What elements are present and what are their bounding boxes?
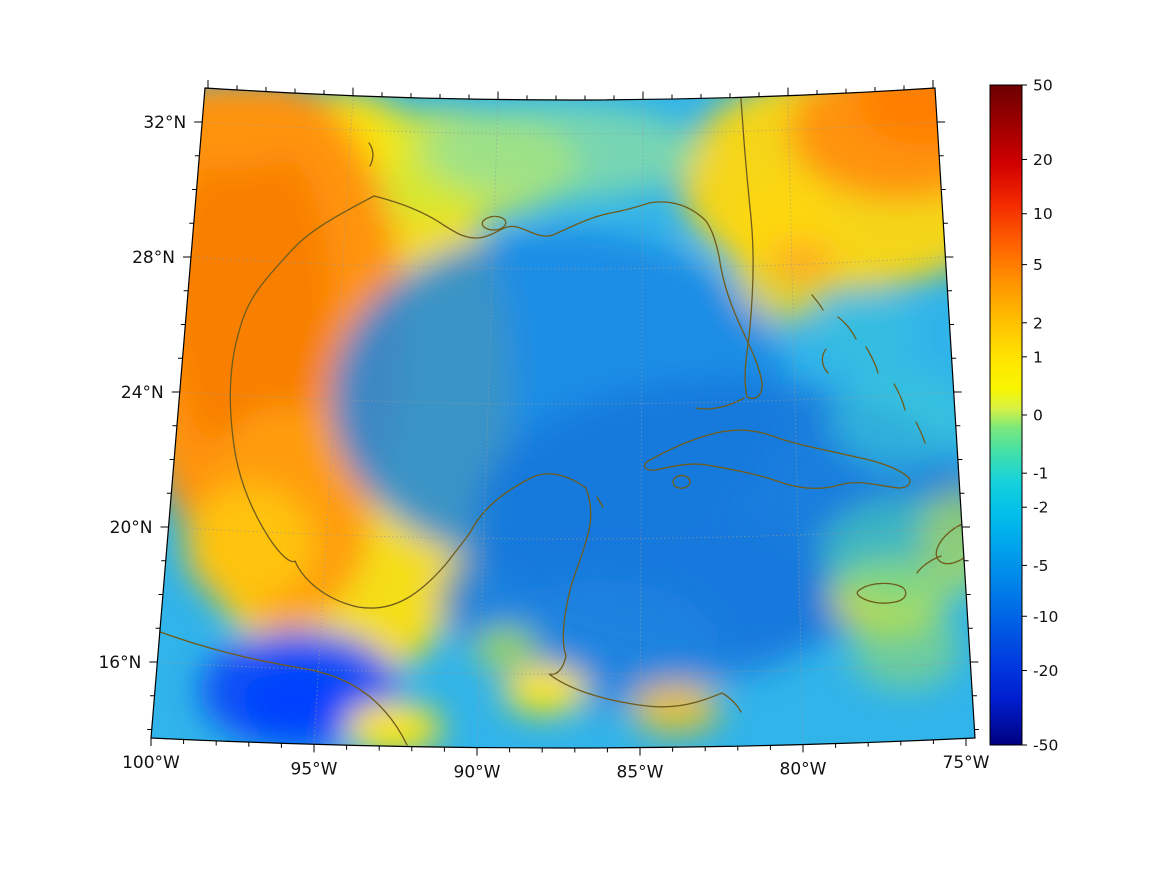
coastline-jamaica — [856, 582, 907, 604]
field-region-south-yellow-2 — [503, 666, 587, 714]
colorbar-tick-label: -50 — [1033, 737, 1058, 755]
field-region-ne-corner — [858, 88, 975, 145]
field-region-bahamas-cyan-2 — [815, 290, 915, 370]
field-region-se-green — [850, 606, 960, 690]
colorbar-tick-label: -2 — [1033, 499, 1048, 517]
field-blobs — [151, 88, 975, 748]
lon-tick-label: 100°W — [122, 753, 180, 773]
colorbar-tick-label: 2 — [1033, 314, 1043, 332]
coastline-cuba — [643, 429, 911, 490]
colorbar-tick-label: 20 — [1033, 151, 1053, 169]
colorbar-tick-label: 1 — [1033, 348, 1043, 366]
field-region-top-center-green — [420, 104, 700, 200]
field-region-bahamas-cyan-1 — [830, 370, 970, 470]
lon-tick-label: 90°W — [454, 763, 501, 783]
lat-tick-label: 28°N — [132, 248, 175, 268]
lat-tick-label: 20°N — [110, 518, 153, 538]
coastline-gulf-north-florida — [373, 88, 763, 399]
field-region-fl-east-orange — [770, 242, 834, 282]
colorbar-tick-label: -5 — [1033, 557, 1048, 575]
coastline-bahamas — [811, 294, 926, 444]
lon-tick-label: 95°W — [291, 759, 338, 779]
colorbar-tick-label: 10 — [1033, 205, 1053, 223]
gridline-longitude — [313, 95, 354, 745]
field-region-west-orange-core — [170, 130, 330, 470]
coastline-florida-keys — [695, 397, 745, 410]
map-boundary — [150, 87, 976, 749]
field-region-mex-coast-yellow — [185, 485, 315, 605]
colorbar-tick-label: -10 — [1033, 608, 1058, 626]
axis-ticks — [147, 80, 979, 756]
field-region-south-green — [473, 628, 537, 668]
gridline-latitude — [157, 661, 971, 675]
lon-tick-label: 80°W — [780, 759, 827, 779]
lon-tick-label: 75°W — [943, 753, 990, 773]
lat-tick-label: 24°N — [121, 383, 164, 403]
colorbar-gradient — [989, 84, 1023, 746]
gridline-longitude — [787, 95, 804, 745]
field-region-sw-deepblue-core — [242, 668, 352, 732]
colorbar-tick-label: -20 — [1033, 662, 1058, 680]
lon-tick-label: 85°W — [617, 763, 664, 783]
coastline-pacific-central-america — [151, 628, 408, 746]
coastline-sabine-lake — [368, 142, 374, 167]
gridline-longitude — [639, 99, 644, 748]
gridlines — [157, 95, 971, 748]
field-region-hispaniola-yellow — [920, 485, 975, 595]
coastline-cozumel — [596, 496, 604, 508]
lat-tick-label: 32°N — [143, 113, 186, 133]
colorbar-tick-label: 5 — [1033, 256, 1043, 274]
gridline-longitude — [476, 99, 499, 748]
colorbar-tick-label: -1 — [1033, 465, 1048, 483]
field-region-honduras-yellow — [630, 682, 720, 734]
colorbar-tick-label: 0 — [1033, 407, 1043, 425]
coastline-gulf-west — [229, 195, 742, 713]
axis-tick-labels: 32°N 28°N 24°N 20°N 16°N 100°W 95°W 90°W 85°W 80°… — [98, 113, 989, 783]
lat-tick-label: 16°N — [98, 653, 141, 673]
coastline-isla-juventud — [672, 475, 691, 489]
gridline-latitude — [168, 526, 963, 540]
field-layer — [151, 88, 975, 748]
coastlines-layer — [151, 88, 975, 746]
colorbar-tick-label: 50 — [1033, 77, 1053, 95]
field-region-south-yellow-1 — [345, 702, 441, 748]
